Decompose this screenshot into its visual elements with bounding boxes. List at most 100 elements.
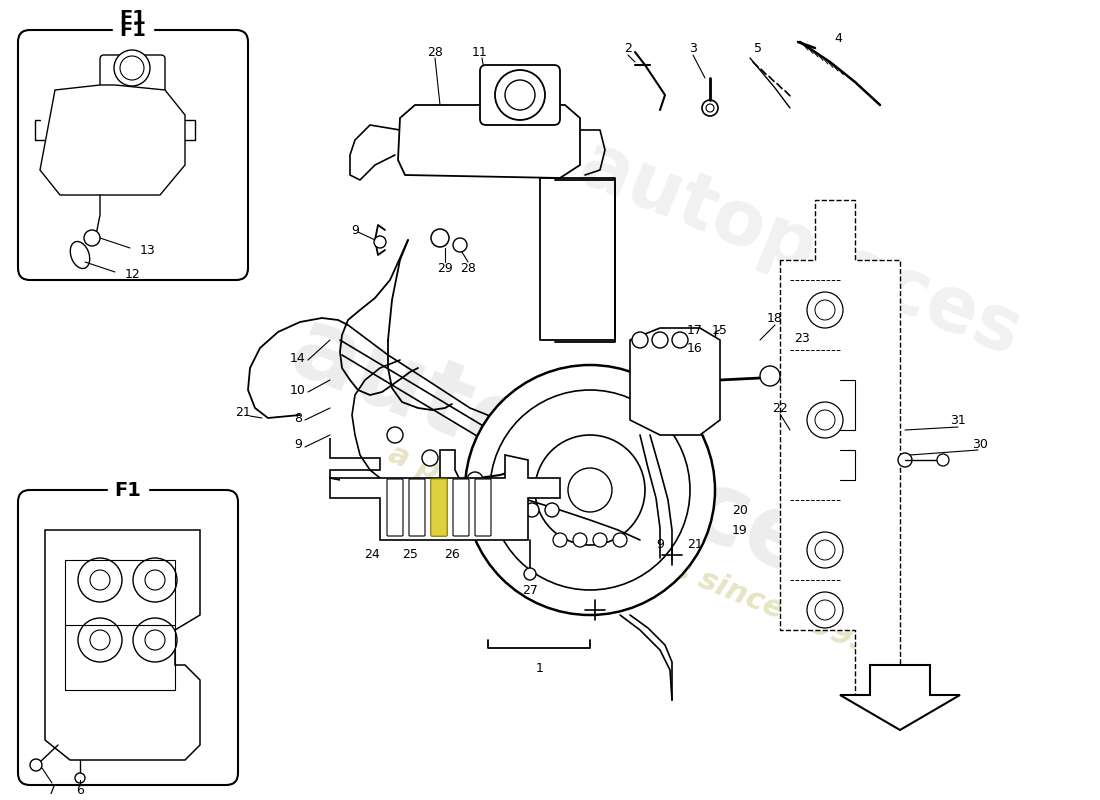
Text: F1: F1 [114,481,142,499]
FancyBboxPatch shape [475,479,491,536]
Circle shape [145,570,165,590]
Ellipse shape [70,242,90,269]
FancyBboxPatch shape [18,30,248,280]
FancyBboxPatch shape [480,65,560,125]
Circle shape [75,773,85,783]
Circle shape [465,503,478,517]
Text: F1: F1 [120,9,146,28]
Polygon shape [840,665,960,730]
Circle shape [422,450,438,466]
Text: 17: 17 [688,323,703,337]
Text: 10: 10 [290,383,306,397]
Text: a passion for parts since 1995: a passion for parts since 1995 [384,439,877,661]
Polygon shape [630,328,720,435]
FancyBboxPatch shape [18,490,238,785]
Text: 23: 23 [794,331,810,345]
Circle shape [807,592,843,628]
Text: 21: 21 [688,538,703,551]
Polygon shape [398,105,580,178]
Circle shape [815,600,835,620]
Circle shape [632,332,648,348]
Text: 30: 30 [972,438,988,451]
Circle shape [133,558,177,602]
Circle shape [815,540,835,560]
Circle shape [114,50,150,86]
Text: 9: 9 [656,538,664,551]
Text: 16: 16 [688,342,703,354]
Circle shape [505,503,519,517]
Circle shape [573,533,587,547]
Circle shape [84,230,100,246]
FancyBboxPatch shape [431,479,447,536]
Circle shape [807,292,843,328]
Text: 18: 18 [767,311,783,325]
Circle shape [807,402,843,438]
Text: 22: 22 [772,402,788,414]
Text: 15: 15 [712,323,728,337]
Text: 1: 1 [536,662,543,674]
Circle shape [90,570,110,590]
Circle shape [505,80,535,110]
Circle shape [387,427,403,443]
FancyBboxPatch shape [100,55,165,100]
Circle shape [706,104,714,112]
Circle shape [465,365,715,615]
Text: 6: 6 [76,783,84,797]
Circle shape [672,332,688,348]
Text: 27: 27 [522,583,538,597]
Circle shape [468,472,483,488]
Circle shape [568,468,612,512]
Circle shape [30,759,42,771]
Text: autopieces: autopieces [276,300,883,620]
Text: F1: F1 [120,21,146,39]
Circle shape [90,630,110,650]
Circle shape [374,236,386,248]
Text: 31: 31 [950,414,966,426]
Circle shape [78,558,122,602]
Text: 5: 5 [754,42,762,54]
Text: 25: 25 [403,549,418,562]
Circle shape [652,332,668,348]
Polygon shape [40,85,185,195]
Circle shape [485,503,499,517]
Circle shape [453,238,468,252]
Text: 7: 7 [48,783,56,797]
Circle shape [898,453,912,467]
Polygon shape [45,530,200,760]
Circle shape [78,618,122,662]
Circle shape [553,533,566,547]
Text: 28: 28 [460,262,476,274]
Circle shape [760,366,780,386]
Circle shape [815,410,835,430]
Circle shape [613,533,627,547]
FancyBboxPatch shape [453,479,469,536]
Circle shape [431,229,449,247]
Circle shape [490,390,690,590]
Text: 2: 2 [624,42,631,54]
Circle shape [525,503,539,517]
Circle shape [120,56,144,80]
Text: 13: 13 [140,243,156,257]
Circle shape [495,70,544,120]
Text: 28: 28 [427,46,443,58]
Polygon shape [780,200,900,700]
Circle shape [133,618,177,662]
Text: 8: 8 [294,411,302,425]
Text: 11: 11 [472,46,488,58]
Text: 14: 14 [290,351,306,365]
Polygon shape [440,450,465,512]
Text: autopieces: autopieces [569,128,1032,372]
FancyBboxPatch shape [431,479,447,536]
Circle shape [593,533,607,547]
Circle shape [544,503,559,517]
Circle shape [815,300,835,320]
Circle shape [524,568,536,580]
Text: 24: 24 [364,549,380,562]
Circle shape [145,630,165,650]
Text: 19: 19 [733,523,748,537]
FancyBboxPatch shape [409,479,425,536]
Text: 26: 26 [444,549,460,562]
Text: 9: 9 [294,438,301,451]
Text: 21: 21 [235,406,251,418]
Circle shape [807,532,843,568]
